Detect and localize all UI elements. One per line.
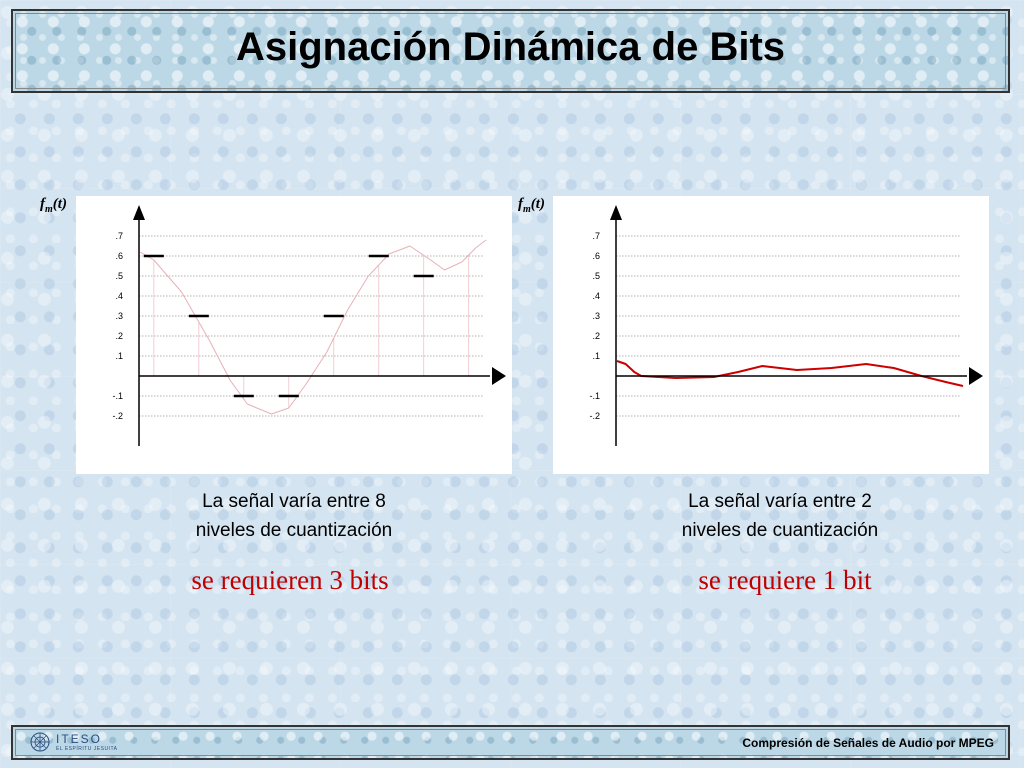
footer-course-title: Compresión de Señales de Audio por MPEG bbox=[742, 736, 994, 750]
y-tick-label: .3 bbox=[115, 311, 123, 321]
caption-line-1: La señal varía entre 2 bbox=[688, 491, 872, 512]
footer-bar: ITESO EL ESPÍRITU JESUITA Compresión de … bbox=[11, 725, 1010, 760]
chart-2-caption: La señal varía entre 2 niveles de cuanti… bbox=[610, 487, 950, 545]
caption-line-2: niveles de cuantización bbox=[681, 520, 879, 541]
y-label-arg: (t) bbox=[530, 196, 545, 212]
y-label-f: f bbox=[518, 196, 523, 212]
y-label-f: f bbox=[40, 196, 45, 212]
y-axis-arrow bbox=[610, 205, 622, 220]
y-tick-label: .4 bbox=[592, 291, 600, 301]
logo-name: ITESO bbox=[56, 731, 103, 746]
y-tick-label: -.2 bbox=[589, 411, 600, 421]
chart-1-y-label: fm(t) bbox=[40, 196, 67, 215]
y-tick-label: .7 bbox=[115, 231, 123, 241]
y-tick-label: .5 bbox=[115, 271, 123, 281]
chart-2-panel: .7 .6 .5 .4 .3 .2 .1 -.1 -.2 bbox=[553, 196, 989, 474]
signal-curve bbox=[139, 239, 487, 415]
chart-2-y-label: fm(t) bbox=[518, 196, 545, 215]
chart-1-panel: .7 .6 .5 .4 .3 .2 .1 -.1 -.2 bbox=[76, 196, 512, 474]
caption-line-1: La señal varía entre 8 bbox=[202, 491, 386, 512]
y-label-sub: m bbox=[523, 204, 531, 215]
y-tick-label: -.1 bbox=[589, 391, 600, 401]
slide-title: Asignación Dinámica de Bits bbox=[235, 24, 786, 69]
logo-subtitle: EL ESPÍRITU JESUITA bbox=[56, 745, 118, 752]
chart-1-plot: .7 .6 .5 .4 .3 .2 .1 -.1 -.2 bbox=[112, 205, 506, 446]
y-tick-label: -.1 bbox=[112, 391, 123, 401]
y-tick-label: .5 bbox=[592, 271, 600, 281]
x-axis-arrow bbox=[492, 367, 506, 385]
chart-1-caption: La señal varía entre 8 niveles de cuanti… bbox=[124, 487, 464, 545]
y-label-arg: (t) bbox=[52, 196, 67, 212]
signal-curve bbox=[616, 360, 964, 387]
y-tick-label: .4 bbox=[115, 291, 123, 301]
y-tick-label: .2 bbox=[115, 331, 123, 341]
iteso-emblem-icon bbox=[30, 732, 50, 752]
y-axis-arrow bbox=[133, 205, 145, 220]
iteso-logo: ITESO EL ESPÍRITU JESUITA bbox=[27, 731, 117, 753]
chart-2-bits-text: se requiere 1 bit bbox=[698, 565, 872, 595]
y-tick-label: .7 bbox=[592, 231, 600, 241]
y-tick-label: .2 bbox=[592, 331, 600, 341]
title-bar: Asignación Dinámica de Bits bbox=[11, 9, 1010, 93]
y-tick-label: -.2 bbox=[112, 411, 123, 421]
chart-2-plot: .7 .6 .5 .4 .3 .2 .1 -.1 -.2 bbox=[589, 205, 983, 446]
x-axis-arrow bbox=[969, 367, 983, 385]
y-tick-label: .3 bbox=[592, 311, 600, 321]
chart-1-bits-text: se requieren 3 bits bbox=[191, 565, 389, 595]
caption-line-2: niveles de cuantización bbox=[195, 520, 393, 541]
y-tick-label: .1 bbox=[592, 351, 600, 361]
y-label-sub: m bbox=[45, 204, 53, 215]
y-tick-label: .6 bbox=[115, 251, 123, 261]
y-tick-label: .1 bbox=[115, 351, 123, 361]
y-tick-label: .6 bbox=[592, 251, 600, 261]
